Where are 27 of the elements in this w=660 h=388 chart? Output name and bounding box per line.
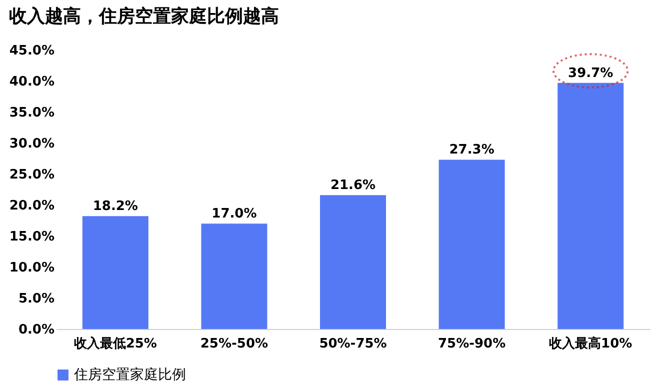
y-tick-label: 25.0%: [9, 168, 54, 182]
bar: [201, 224, 268, 329]
y-tick-label: 5.0%: [18, 292, 54, 306]
bar: [438, 160, 505, 329]
data-label: 27.3%: [449, 142, 494, 158]
data-label: 18.2%: [92, 199, 138, 214]
x-tick-label: 收入最高10%: [549, 336, 632, 352]
y-tick-label: 10.0%: [9, 260, 54, 276]
x-tick-label: 收入最低25%: [74, 336, 157, 352]
chart-title: 收入越高，住房空置家庭比例越高: [8, 6, 279, 27]
bar: [558, 82, 624, 329]
y-tick-label: 30.0%: [9, 136, 54, 152]
x-tick-label: 50%-75%: [319, 336, 387, 352]
data-label: 17.0%: [212, 206, 257, 222]
data-label: 21.6%: [330, 178, 376, 194]
bar: [82, 216, 148, 329]
legend-label: 住房空置家庭比例: [73, 367, 186, 383]
y-tick-label: 40.0%: [9, 74, 54, 90]
x-tick-label: 25%-50%: [200, 336, 268, 352]
bar: [320, 195, 386, 329]
y-tick-label: 15.0%: [9, 230, 54, 244]
y-tick-label: 35.0%: [9, 106, 54, 120]
x-tick-label: 75%-90%: [438, 336, 506, 352]
data-label: 39.7%: [568, 66, 614, 81]
y-tick-label: 20.0%: [9, 198, 54, 214]
y-tick-label: 45.0%: [9, 44, 54, 58]
y-tick-label: 0.0%: [18, 322, 54, 338]
